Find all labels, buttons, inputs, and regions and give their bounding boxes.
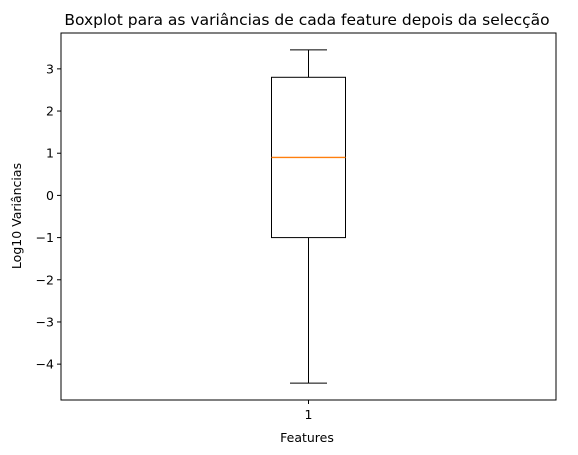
x-axis: 1 [305, 400, 313, 422]
chart-title: Boxplot para as variâncias de cada featu… [64, 11, 549, 29]
y-tick-label: −3 [36, 314, 54, 329]
box-group [271, 49, 346, 384]
y-axis: −4 −3 −2 −1 0 1 2 3 [36, 61, 61, 372]
y-tick-label: 3 [46, 61, 54, 76]
x-tick-label: 1 [305, 407, 313, 422]
x-axis-label: Features [280, 430, 334, 445]
y-axis-label: Log10 Variâncias [9, 163, 24, 269]
y-tick-label: 1 [46, 146, 54, 161]
y-tick-label: 2 [46, 104, 54, 119]
y-tick-label: −1 [36, 230, 54, 245]
y-tick-label: −2 [36, 272, 54, 287]
y-tick-label: −4 [36, 357, 54, 372]
y-tick-label: 0 [46, 188, 54, 203]
